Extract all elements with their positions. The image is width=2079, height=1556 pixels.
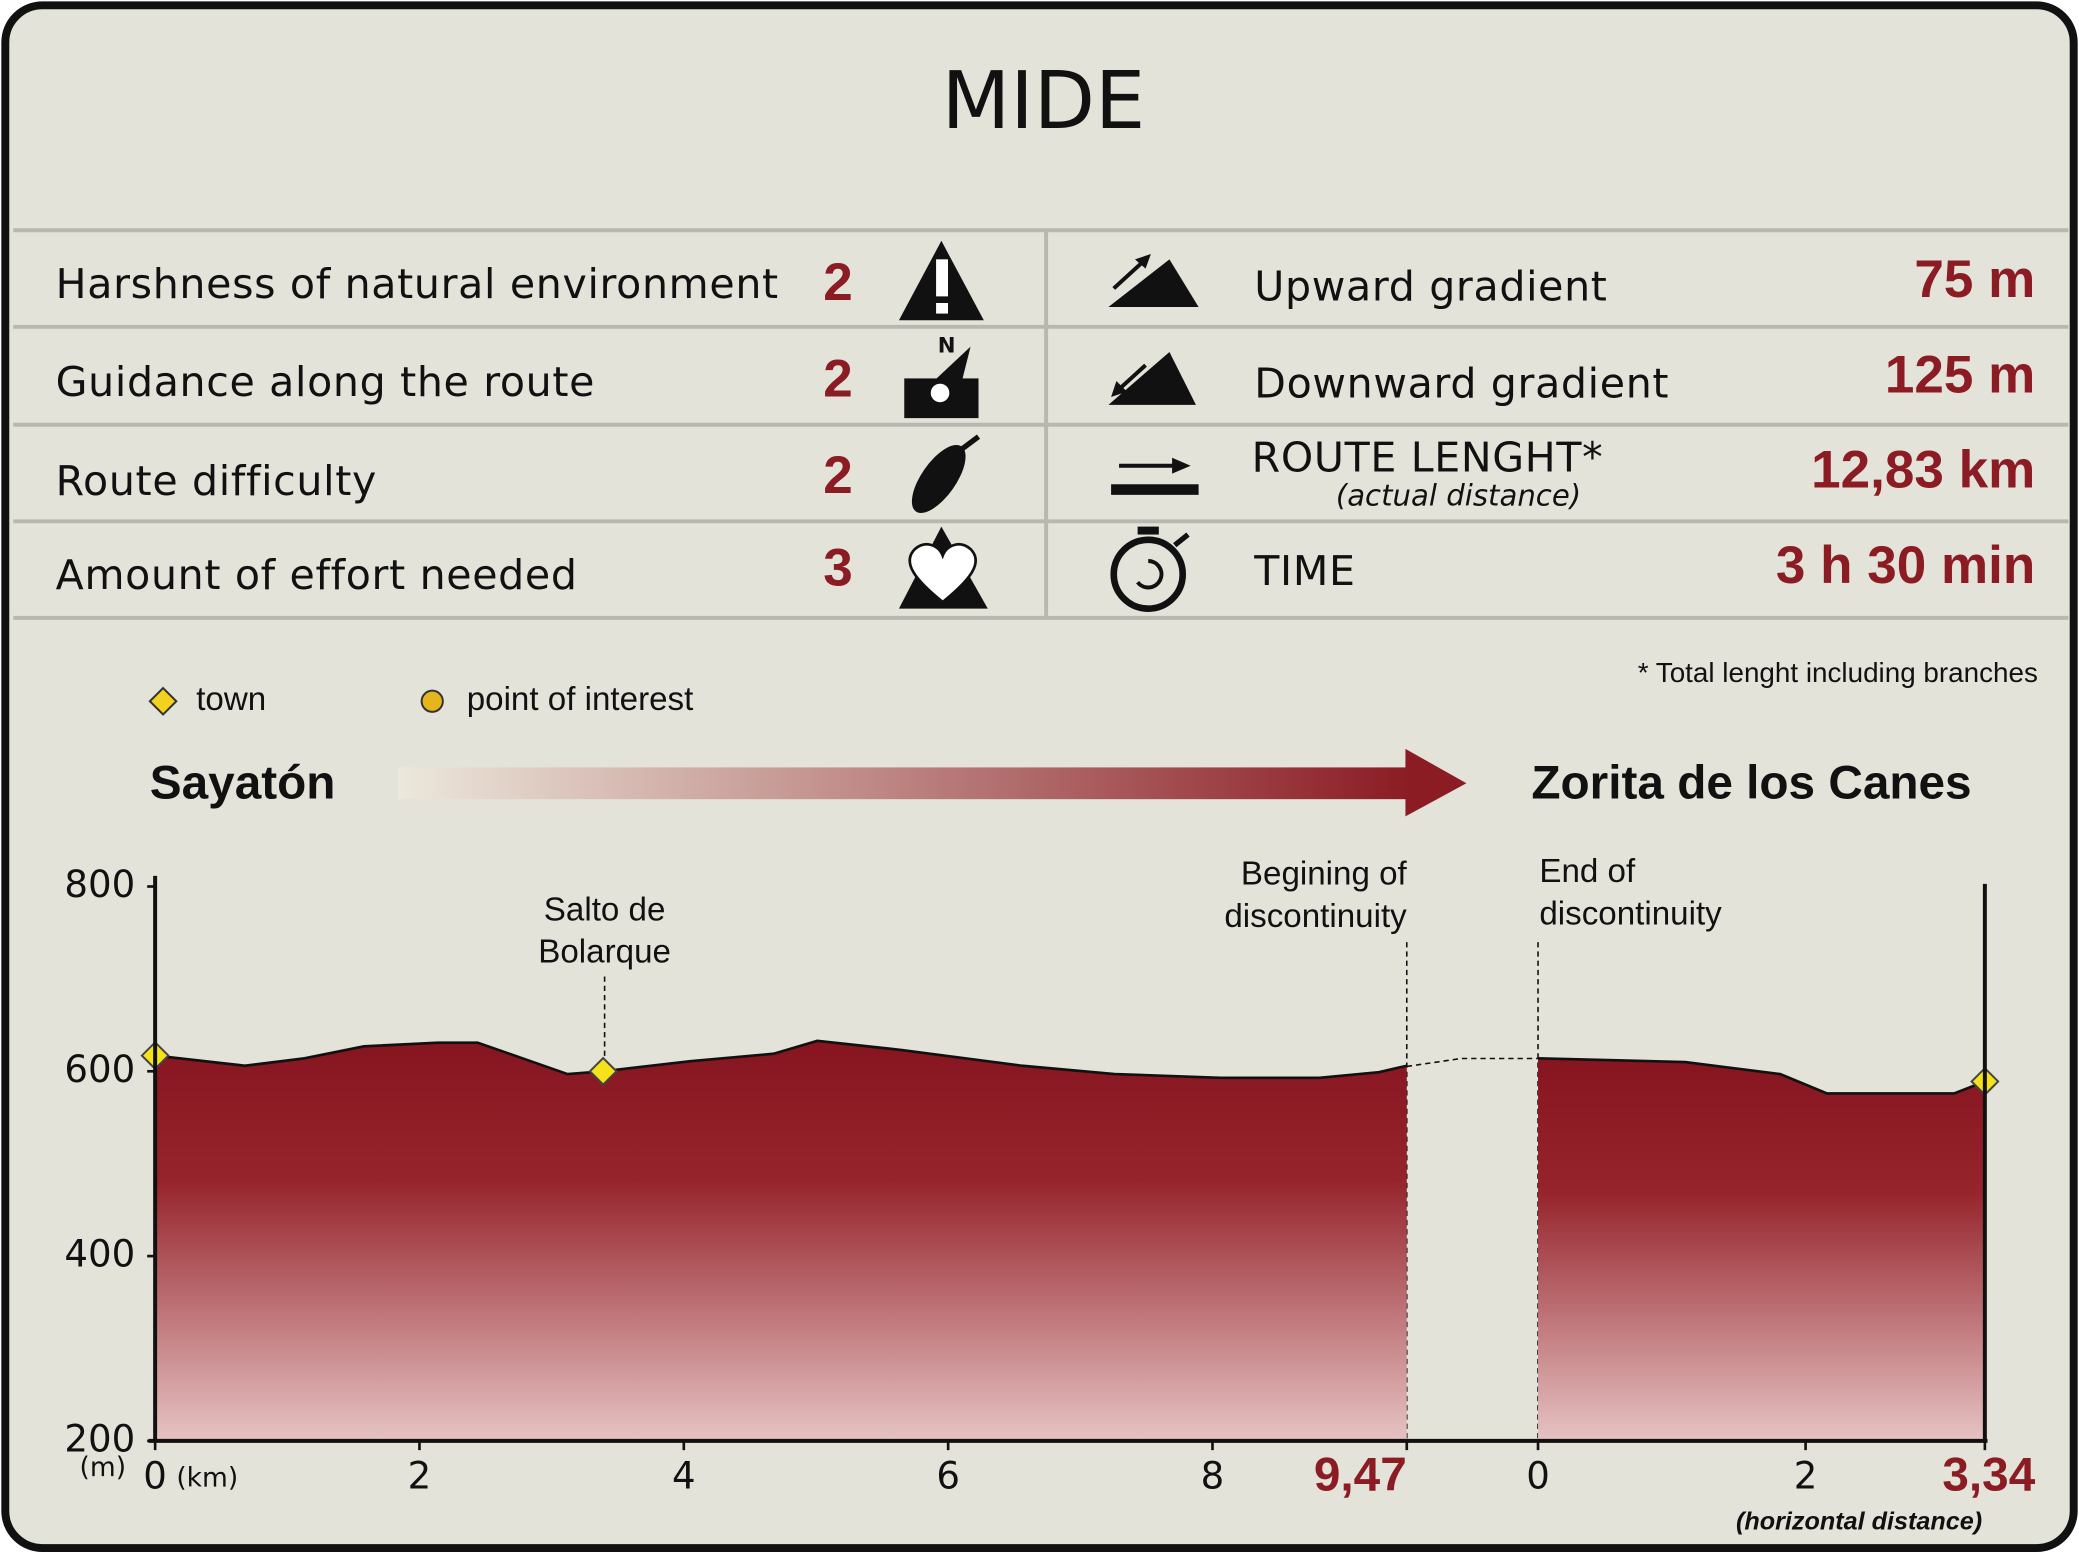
x-note: (horizontal distance) <box>1736 1508 1982 1536</box>
x-tick-label: 6 <box>936 1454 960 1497</box>
profile-chart: 0 2 4 6 8 9,47 0 2 3,34 200 400 600 800 (m) (km) (horiz… <box>64 863 2035 1536</box>
x-tick-label: 8 <box>1201 1454 1225 1497</box>
annotation: Bolarque <box>538 934 671 971</box>
mide-label: ROUTE LENGHT* <box>1252 433 1604 481</box>
icon-downward <box>1108 351 1196 405</box>
profile-area <box>1538 1058 1985 1441</box>
y-tick-label: 800 <box>64 863 135 906</box>
x-tick-label: 0 <box>143 1454 167 1497</box>
profile-line <box>154 1039 1408 1080</box>
annotation: discontinuity <box>1539 895 1722 932</box>
mide-label: Harshness of natural environment <box>56 260 779 308</box>
annotation: Salto de <box>544 891 666 928</box>
profile-line <box>1538 1057 1986 1095</box>
x-tick-label: 2 <box>1794 1454 1818 1497</box>
route-start: Sayatón <box>150 757 336 810</box>
mide-label: TIME <box>1253 547 1355 595</box>
y-tick-label: 600 <box>64 1048 135 1091</box>
profile-area <box>155 1040 1407 1441</box>
mide-label: Route difficulty <box>56 457 377 505</box>
legend-town: town <box>196 681 266 718</box>
route-end: Zorita de los Canes <box>1531 757 1971 810</box>
mide-sublabel: (actual distance) <box>1336 479 1581 513</box>
icon-upward <box>1108 254 1199 307</box>
table-grid <box>13 228 2069 620</box>
title: MIDE <box>942 54 1146 147</box>
icon-guidance: N <box>904 333 979 419</box>
x-tick-label: 0 <box>1526 1454 1550 1497</box>
mide-value: 3 h 30 min <box>1776 536 2035 595</box>
icon-effort <box>898 526 988 609</box>
mide-value: 12,83 km <box>1811 441 2035 500</box>
x-tick-label: 4 <box>672 1454 696 1497</box>
icon-time <box>1110 526 1190 612</box>
mide-value: 3 <box>823 539 852 598</box>
mide-value: 2 <box>823 446 852 505</box>
annotation: discontinuity <box>1224 898 1407 935</box>
mide-label: Upward gradient <box>1254 263 1607 311</box>
annotation: End of <box>1539 853 1636 890</box>
x-tick-label: 9,47 <box>1314 1449 1407 1502</box>
icon-difficulty <box>911 434 981 513</box>
footnote: * Total lenght including branches <box>1638 657 2038 688</box>
town-marker <box>588 1056 618 1086</box>
route-arrow <box>397 767 1409 800</box>
y-tick-label: 400 <box>64 1233 135 1276</box>
x-tick-label: 3,34 <box>1942 1449 2035 1502</box>
discontinuity-gap <box>1406 1057 1539 1068</box>
legend-poi-icon <box>420 689 444 713</box>
mide-value: 2 <box>823 349 852 408</box>
mide-value: 2 <box>823 253 852 312</box>
route-arrowhead <box>1405 748 1467 817</box>
y-unit: (m) <box>80 1452 127 1483</box>
mide-label: Amount of effort needed <box>56 551 578 599</box>
mide-label: Guidance along the route <box>56 358 595 406</box>
legend-poi: point of interest <box>467 681 694 718</box>
icon-length <box>1111 457 1199 495</box>
x-unit: (km) <box>176 1463 238 1494</box>
mide-value: 125 m <box>1885 345 2035 404</box>
mide-value: 75 m <box>1914 250 2035 309</box>
icon-harshness <box>898 240 984 321</box>
annotation: Begining of <box>1241 856 1408 893</box>
compass-n: N <box>938 333 956 358</box>
mide-label: Downward gradient <box>1254 359 1669 407</box>
y-tick-label: 200 <box>64 1417 135 1460</box>
x-tick-label: 2 <box>408 1454 432 1497</box>
legend-town-icon <box>148 686 178 716</box>
